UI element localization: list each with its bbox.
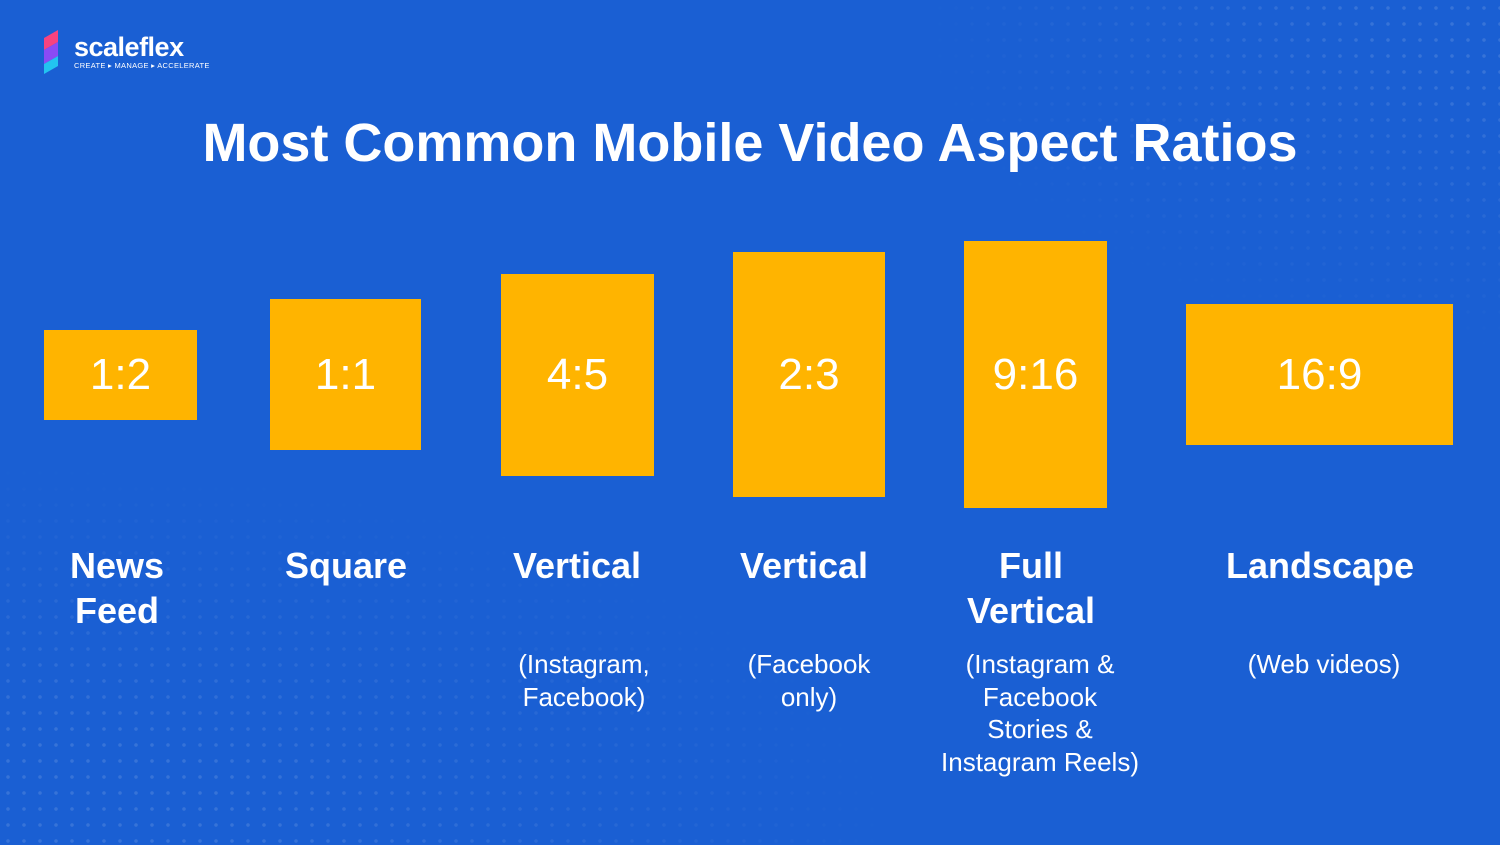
- sub-line: (Instagram,: [518, 649, 650, 679]
- label-line: Full: [999, 545, 1063, 586]
- dot-pattern-bottom-left: [0, 465, 900, 845]
- sub-line: Stories &: [987, 714, 1093, 744]
- sub-full-vertical: (Instagram & Facebook Stories & Instagra…: [920, 648, 1160, 778]
- sub-line: (Facebook: [747, 649, 871, 679]
- label-square: Square: [246, 543, 446, 588]
- ratio-box-2-3: 2:3: [733, 252, 885, 497]
- label-full-vertical: Full Vertical: [931, 543, 1131, 633]
- label-line: Vertical: [966, 590, 1096, 631]
- brand-tagline: CREATE ▸ MANAGE ▸ ACCELERATE: [74, 61, 210, 70]
- sub-landscape: (Web videos): [1199, 648, 1449, 681]
- label-line: Feed: [74, 590, 160, 631]
- ratio-box-9-16: 9:16: [964, 241, 1107, 508]
- label-vertical-2-3: Vertical: [704, 543, 904, 588]
- ratio-box-16-9: 16:9: [1186, 304, 1453, 445]
- sub-line: Facebook: [982, 681, 1098, 712]
- sub-line: (Instagram &: [965, 649, 1115, 679]
- sub-line: Facebook): [522, 681, 646, 712]
- sub-line: only): [780, 681, 838, 712]
- label-vertical-4-5: Vertical: [477, 543, 677, 588]
- sub-vertical-4-5: (Instagram, Facebook): [479, 648, 689, 713]
- sub-line: Instagram Reels): [941, 746, 1139, 777]
- ratio-box-4-5: 4:5: [501, 274, 654, 476]
- label-line: Vertical: [512, 545, 642, 586]
- sub-line: (Web videos): [1247, 649, 1401, 679]
- label-landscape: Landscape: [1195, 543, 1445, 588]
- label-news-feed: News Feed: [17, 543, 217, 633]
- brand-logo: scaleflex CREATE ▸ MANAGE ▸ ACCELERATE: [36, 26, 210, 78]
- ratio-box-1-2: 1:2: [44, 330, 197, 420]
- label-line: Landscape: [1225, 545, 1415, 586]
- scaleflex-logo-icon: [44, 30, 58, 74]
- sub-vertical-2-3: (Facebook only): [709, 648, 909, 713]
- label-line: Square: [284, 545, 408, 586]
- label-line: News: [69, 545, 165, 586]
- page-title: Most Common Mobile Video Aspect Ratios: [202, 113, 1298, 173]
- label-line: Vertical: [739, 545, 869, 586]
- ratio-box-1-1: 1:1: [270, 299, 421, 450]
- brand-name: scaleflex: [74, 32, 184, 62]
